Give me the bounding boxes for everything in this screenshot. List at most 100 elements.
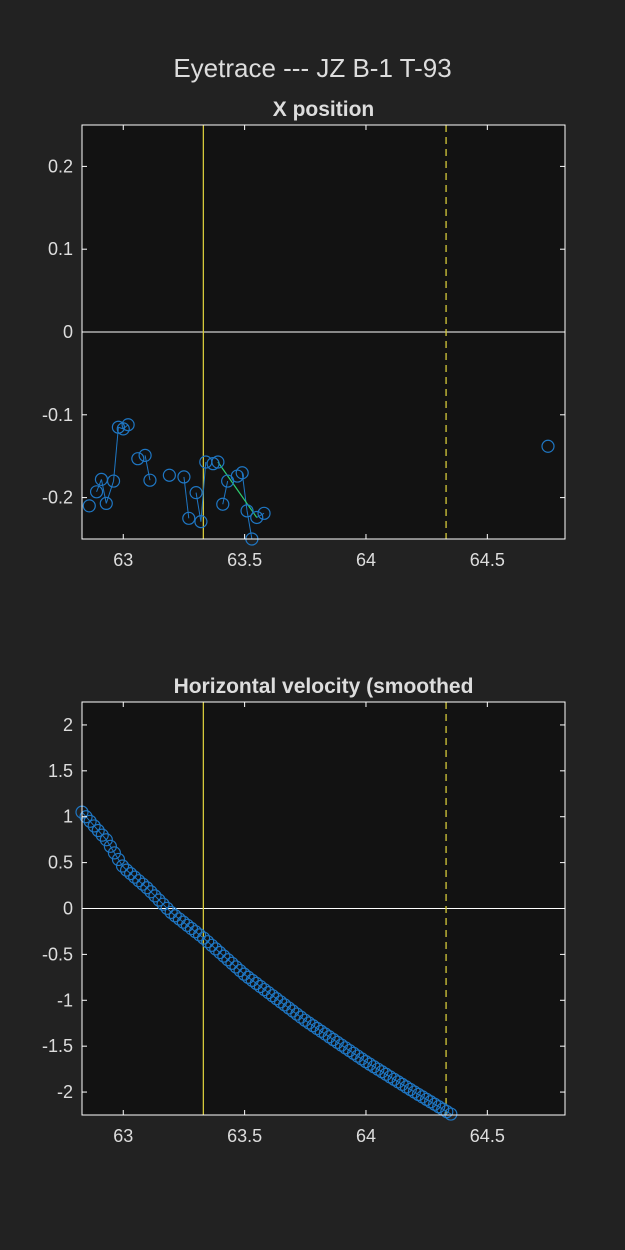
- x-position-data-point: [211, 455, 225, 469]
- velocity-data-point: [233, 963, 247, 978]
- velocity-data-point: [423, 1095, 438, 1109]
- x-position-x-tick-label: 63: [113, 550, 133, 570]
- velocity-y-tick-label: -2: [57, 1082, 73, 1102]
- velocity-y-tick-label: 0.5: [48, 853, 73, 873]
- velocity-data-point: [99, 833, 113, 847]
- x-position-y-tick-label: 0: [63, 322, 73, 342]
- velocity-data-point: [156, 897, 170, 911]
- velocity-x-tick-label: 64: [356, 1126, 376, 1146]
- velocity-data-point: [119, 863, 134, 877]
- velocity-data-point: [180, 918, 194, 932]
- velocity-data-point: [83, 814, 97, 828]
- velocity-x-tick-label: 64.5: [470, 1126, 505, 1146]
- velocity-data-point: [79, 810, 93, 824]
- velocity-data-point: [192, 928, 207, 942]
- velocity-data-point: [168, 909, 182, 923]
- x-position-plot: X position 63 63.5 64 64.5 0.2 0.1 0 -0.1 -0.2: [42, 98, 566, 570]
- velocity-data-point: [432, 1100, 446, 1114]
- x-position-trace-segment: [256, 512, 265, 518]
- x-position-data-point: [138, 448, 152, 462]
- x-position-data-point: [116, 422, 130, 436]
- x-position-trace-segment: [105, 480, 115, 504]
- velocity-data-point: [176, 915, 190, 929]
- velocity-data-point: [184, 921, 199, 936]
- x-position-trace-segment: [246, 510, 253, 539]
- x-position-trace-segment: [144, 455, 151, 481]
- velocity-data-point: [415, 1090, 430, 1104]
- x-position-data-point: [240, 504, 254, 518]
- velocity-data-point: [95, 828, 109, 842]
- velocity-data-point: [140, 881, 154, 895]
- x-position-trace-segment: [113, 427, 119, 482]
- x-position-trace-segment: [183, 476, 190, 519]
- x-position-trace-segment: [195, 492, 202, 522]
- velocity-data-point: [103, 839, 117, 853]
- velocity-y-tick-label: -1: [57, 990, 73, 1010]
- x-position-data-point: [189, 486, 203, 500]
- velocity-data-point: [115, 859, 130, 873]
- x-position-data-point: [194, 515, 208, 529]
- x-position-x-tick-label: 64.5: [470, 550, 505, 570]
- velocity-y-tick-label: 2: [63, 715, 73, 735]
- velocity-data-point: [152, 893, 166, 907]
- figure-title: Eyetrace --- JZ B-1 T-93: [173, 53, 451, 83]
- velocity-data-point: [172, 912, 186, 926]
- x-position-data-point: [89, 485, 104, 499]
- x-position-data-point: [162, 468, 176, 482]
- x-position-trace-segment: [222, 480, 229, 505]
- x-position-data-point: [99, 496, 113, 510]
- velocity-data-point: [225, 956, 239, 970]
- x-position-trace-segment: [100, 479, 107, 504]
- velocity-data-point: [144, 885, 158, 899]
- velocity-data-point: [111, 852, 126, 867]
- velocity-data-point: [440, 1104, 454, 1119]
- x-position-trace-segment: [96, 479, 102, 492]
- x-position-data-point: [216, 497, 230, 511]
- velocity-y-tick-label: 0: [63, 899, 73, 919]
- x-position-trace-segment: [200, 461, 207, 522]
- velocity-data-point: [91, 823, 105, 838]
- velocity-data-point: [209, 942, 223, 956]
- velocity-data-point: [444, 1107, 458, 1121]
- velocity-data-point: [160, 901, 174, 915]
- velocity-data-point: [132, 874, 146, 888]
- velocity-data-point: [201, 935, 215, 949]
- velocity-data-point: [221, 953, 235, 967]
- velocity-data-point: [148, 889, 162, 903]
- x-position-x-tick-label: 64: [356, 550, 376, 570]
- velocity-data-point: [87, 819, 101, 833]
- x-position-data-point: [235, 466, 249, 480]
- velocity-data-point: [128, 870, 142, 884]
- velocity-data-point: [403, 1082, 417, 1097]
- x-position-y-tick-label: -0.2: [42, 488, 73, 508]
- velocity-data-point: [124, 867, 138, 881]
- velocity-data-point: [428, 1097, 442, 1111]
- velocity-title: Horizontal velocity (smoothed: [174, 675, 474, 698]
- velocity-data-point: [136, 877, 150, 891]
- velocity-data-point: [411, 1087, 426, 1102]
- velocity-y-tick-label: -0.5: [42, 944, 73, 964]
- x-position-y-tick-label: -0.1: [42, 405, 73, 425]
- velocity-data-point: [196, 931, 211, 945]
- velocity-data-point: [205, 938, 219, 952]
- x-position-data-point: [177, 470, 191, 484]
- x-position-data-point: [257, 506, 271, 520]
- x-position-data-point: [182, 511, 196, 525]
- velocity-y-tick-label: 1: [63, 807, 73, 827]
- x-position-highlight-segment: [217, 461, 258, 518]
- velocity-data-point: [188, 925, 203, 939]
- x-position-data-point: [250, 510, 264, 525]
- velocity-data-point: [407, 1085, 421, 1099]
- x-position-data-point: [541, 439, 555, 453]
- horizontal-velocity-plot: Horizontal velocity (smoothed 63 63.5 64 64.…: [42, 675, 566, 1146]
- x-position-data-point: [131, 452, 145, 466]
- x-position-trace-segment: [118, 426, 124, 430]
- x-position-y-tick-label: 0.2: [48, 156, 73, 176]
- x-position-data-point: [143, 473, 157, 487]
- x-position-data-point: [121, 418, 135, 432]
- velocity-data-point: [213, 945, 227, 960]
- x-position-data-point: [82, 499, 96, 513]
- x-position-title: X position: [273, 98, 375, 121]
- velocity-data-point: [164, 905, 178, 920]
